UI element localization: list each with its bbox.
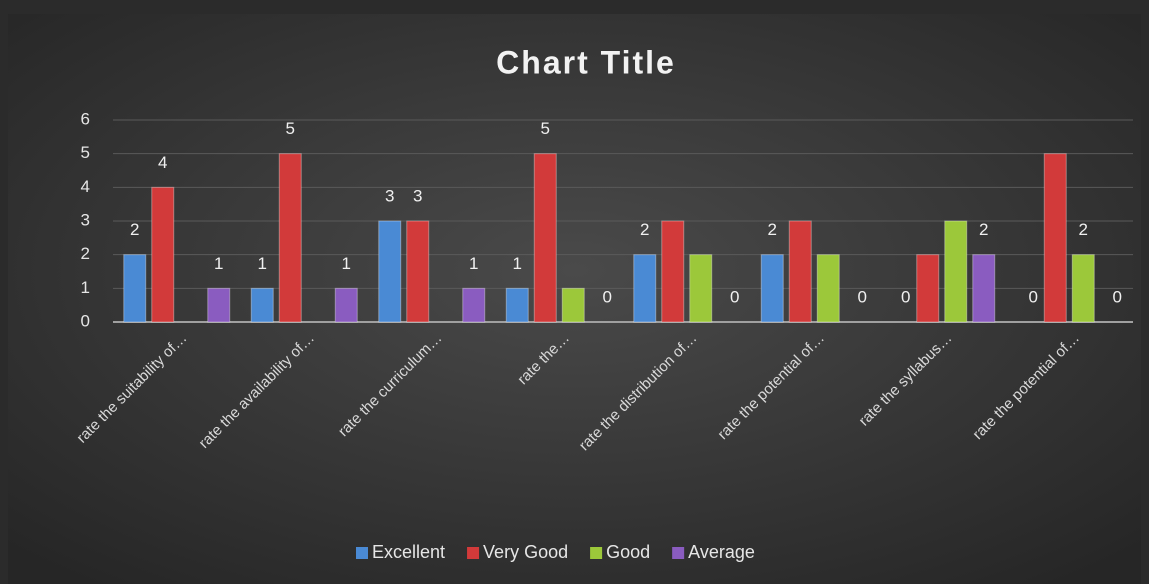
value-label: 0 bbox=[603, 287, 612, 306]
value-label: 2 bbox=[640, 220, 649, 239]
bar bbox=[1071, 254, 1095, 323]
value-label: 0 bbox=[858, 287, 867, 306]
value-label: 5 bbox=[286, 119, 295, 138]
bar bbox=[1043, 153, 1067, 323]
bar bbox=[378, 220, 402, 323]
value-label: 2 bbox=[768, 220, 777, 239]
y-tick-label: 5 bbox=[81, 143, 90, 162]
bar bbox=[207, 287, 231, 323]
y-tick-label: 6 bbox=[81, 109, 90, 128]
bar bbox=[334, 287, 358, 323]
bar bbox=[406, 220, 430, 323]
value-label: 2 bbox=[130, 220, 139, 239]
legend-swatch bbox=[590, 547, 603, 559]
bar bbox=[462, 287, 486, 323]
bar bbox=[633, 254, 657, 323]
value-label: 0 bbox=[1029, 287, 1038, 306]
bar bbox=[151, 186, 175, 323]
bar bbox=[689, 254, 713, 323]
value-label: 1 bbox=[258, 254, 267, 273]
bar bbox=[972, 254, 996, 323]
bar bbox=[505, 287, 529, 323]
legend-label: Average bbox=[688, 542, 755, 562]
bar bbox=[760, 254, 784, 323]
bar bbox=[916, 254, 940, 323]
value-label: 1 bbox=[469, 254, 478, 273]
bar bbox=[278, 153, 302, 323]
value-label: 3 bbox=[413, 186, 422, 205]
value-label: 0 bbox=[901, 287, 910, 306]
value-label: 2 bbox=[979, 220, 988, 239]
legend-label: Excellent bbox=[372, 542, 445, 562]
y-tick-label: 4 bbox=[81, 177, 90, 196]
legend-label: Good bbox=[606, 542, 650, 562]
bar bbox=[788, 220, 812, 323]
value-label: 1 bbox=[214, 254, 223, 273]
y-tick-label: 2 bbox=[81, 244, 90, 263]
legend-swatch bbox=[672, 547, 685, 559]
bar bbox=[661, 220, 685, 323]
legend-swatch bbox=[467, 547, 480, 559]
chart-title: Chart Title bbox=[496, 44, 676, 80]
value-label: 3 bbox=[385, 186, 394, 205]
y-tick-label: 1 bbox=[81, 278, 90, 297]
y-tick-label: 3 bbox=[81, 210, 90, 229]
bar bbox=[123, 254, 147, 323]
bar bbox=[250, 287, 274, 323]
bar bbox=[533, 153, 557, 323]
value-label: 1 bbox=[342, 254, 351, 273]
bar bbox=[816, 254, 840, 323]
legend-label: Very Good bbox=[483, 542, 568, 562]
value-label: 5 bbox=[541, 119, 550, 138]
legend-swatch bbox=[356, 547, 368, 559]
bar bbox=[561, 287, 585, 323]
y-tick-label: 0 bbox=[81, 311, 90, 330]
value-label: 4 bbox=[158, 153, 167, 172]
value-label: 2 bbox=[1079, 220, 1088, 239]
value-label: 0 bbox=[730, 287, 739, 306]
value-label: 0 bbox=[1113, 287, 1122, 306]
value-label: 1 bbox=[513, 254, 522, 273]
bar bbox=[944, 220, 968, 323]
